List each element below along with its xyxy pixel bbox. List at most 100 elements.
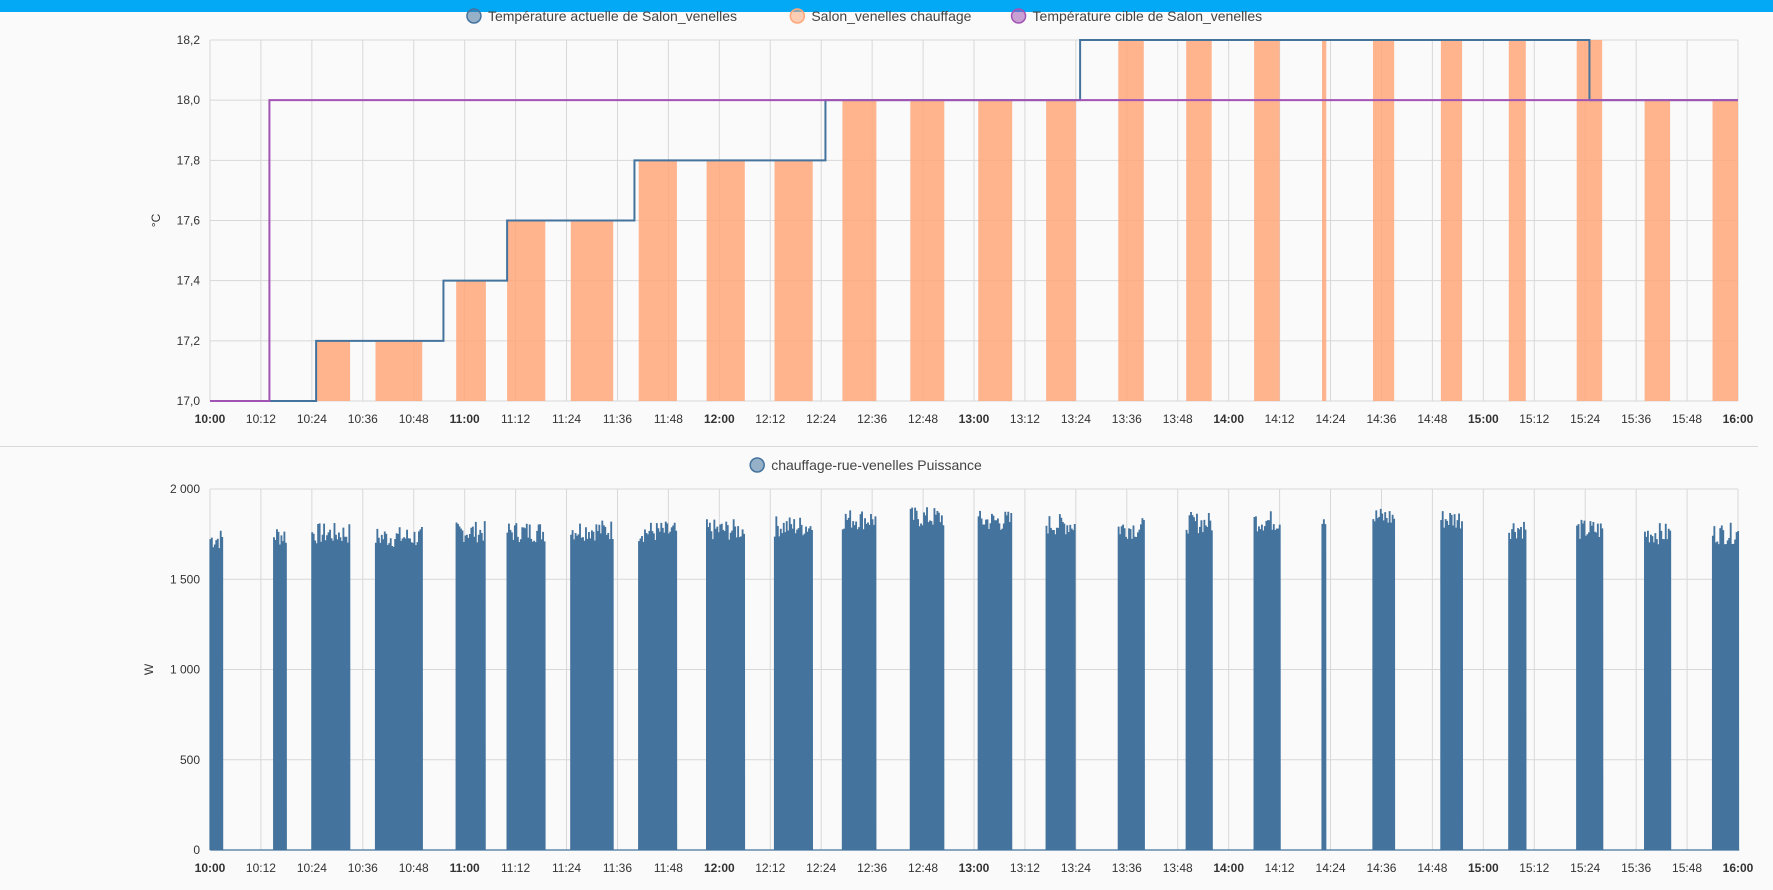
heating-block: [842, 100, 877, 402]
x-tick-label: 10:24: [297, 412, 327, 426]
x-tick-label: 12:00: [704, 412, 735, 426]
heating-block: [638, 160, 677, 401]
heating-block: [706, 160, 745, 401]
x-tick-label: 11:48: [654, 412, 683, 426]
x-tick-label: 11:00: [450, 861, 480, 875]
legend-swatch: [789, 8, 806, 24]
x-tick-label: 13:36: [1112, 861, 1142, 875]
heating-block: [1046, 100, 1076, 402]
x-tick-label: 11:00: [450, 412, 480, 426]
x-tick-label: 10:48: [399, 861, 429, 875]
x-tick-label: 14:12: [1265, 861, 1295, 875]
y-tick-label: 17,4: [177, 274, 201, 288]
x-tick-label: 16:00: [1723, 861, 1754, 875]
x-tick-label: 11:24: [552, 412, 581, 426]
power-line: [209, 507, 1740, 851]
x-tick-label: 10:36: [348, 412, 378, 426]
x-tick-label: 11:36: [603, 412, 632, 426]
y-tick-label: 0: [193, 843, 200, 857]
x-tick-label: 14:00: [1213, 412, 1244, 426]
x-tick-label: 15:36: [1621, 412, 1651, 426]
legend-label: Salon_venelles chauffage: [811, 8, 971, 24]
y-tick-label: 17,0: [177, 394, 201, 408]
x-tick-label: 14:48: [1417, 412, 1447, 426]
heating-block: [978, 100, 1013, 402]
x-tick-label: 16:00: [1723, 412, 1754, 426]
x-tick-label: 11:12: [501, 861, 530, 875]
x-tick-label: 15:00: [1468, 861, 1499, 875]
chart-divider: [0, 446, 1758, 447]
legend-swatch: [749, 457, 765, 473]
legend-item: Salon_venelles chauffage: [789, 8, 972, 24]
y-tick-label: 17,8: [177, 153, 201, 167]
x-tick-label: 11:12: [501, 412, 530, 426]
x-tick-label: 15:12: [1519, 412, 1549, 426]
x-tick-label: 13:00: [959, 861, 990, 875]
y-tick-label: 18,2: [177, 33, 201, 47]
current-temp-line: [210, 39, 1738, 402]
heating-block: [1508, 40, 1526, 401]
legend-label: chauffage-rue-venelles Puissance: [771, 457, 982, 473]
heating-block: [1118, 40, 1144, 401]
x-tick-label: 15:12: [1519, 861, 1549, 875]
x-tick-label: 11:24: [552, 861, 581, 875]
heating-block: [570, 220, 614, 401]
heating-block: [1644, 100, 1671, 402]
y-tick-label: 500: [180, 753, 200, 767]
y-axis-title: W: [142, 663, 156, 675]
x-tick-label: 13:12: [1010, 861, 1040, 875]
x-tick-label: 12:36: [857, 412, 887, 426]
x-tick-label: 14:24: [1316, 412, 1346, 426]
legend-label: Température actuelle de Salon_venelles: [488, 8, 737, 24]
heating-block: [1322, 40, 1327, 401]
x-tick-label: 13:48: [1163, 412, 1193, 426]
y-tick-label: 1 500: [170, 572, 200, 586]
x-tick-label: 10:12: [246, 412, 276, 426]
x-tick-label: 13:24: [1061, 861, 1091, 875]
heating-block: [910, 100, 945, 402]
legend-swatch: [466, 8, 482, 24]
x-tick-label: 15:36: [1621, 861, 1651, 875]
x-tick-label: 13:48: [1163, 861, 1193, 875]
target-temp-line: [210, 99, 1738, 402]
heating-block: [456, 280, 486, 401]
chart-2: 0 500 1 000 1 500 2 000 10:00 10:12 10:24 10:36 1…: [142, 457, 1754, 875]
x-tick-label: 12:24: [806, 412, 836, 426]
x-tick-label: 10:48: [399, 412, 429, 426]
x-tick-label: 15:00: [1468, 412, 1499, 426]
heating-block: [1372, 40, 1395, 401]
x-tick-label: 13:00: [959, 412, 990, 426]
x-tick-label: 14:12: [1265, 412, 1295, 426]
y-tick-label: 17,2: [177, 334, 201, 348]
y-tick-label: 18,0: [177, 93, 201, 107]
heating-block: [1186, 40, 1212, 401]
heating-block: [1440, 40, 1463, 401]
x-tick-label: 15:24: [1570, 412, 1600, 426]
x-tick-label: 15:48: [1672, 861, 1702, 875]
x-tick-label: 13:12: [1010, 412, 1040, 426]
x-tick-label: 12:24: [806, 861, 836, 875]
heating-block: [1254, 40, 1280, 401]
legend-swatch: [1010, 8, 1027, 24]
x-tick-label: 13:36: [1112, 412, 1142, 426]
x-tick-label: 15:24: [1570, 861, 1600, 875]
heating-block: [507, 220, 546, 401]
x-tick-label: 14:24: [1316, 861, 1346, 875]
x-tick-label: 10:12: [246, 861, 276, 875]
y-tick-label: 2 000: [170, 482, 200, 496]
x-tick-label: 12:12: [755, 861, 785, 875]
legend-item: Température cible de Salon_venelles: [1010, 8, 1263, 24]
chart-1: 17,0 17,2 17,4 17,6 17,8 18,0 18,2 10:00 10:12 10…: [149, 8, 1754, 426]
x-tick-label: 14:00: [1213, 861, 1244, 875]
x-tick-label: 12:48: [908, 412, 938, 426]
legend-label: Température cible de Salon_venelles: [1033, 8, 1263, 24]
heating-block: [1712, 100, 1738, 402]
x-tick-label: 11:48: [654, 861, 683, 875]
heating-block: [375, 340, 423, 401]
heating-block: [316, 340, 351, 401]
heating-block: [774, 160, 813, 401]
top-accent-bar: [0, 0, 1773, 12]
x-tick-label: 12:00: [704, 861, 735, 875]
x-tick-label: 11:36: [603, 861, 632, 875]
